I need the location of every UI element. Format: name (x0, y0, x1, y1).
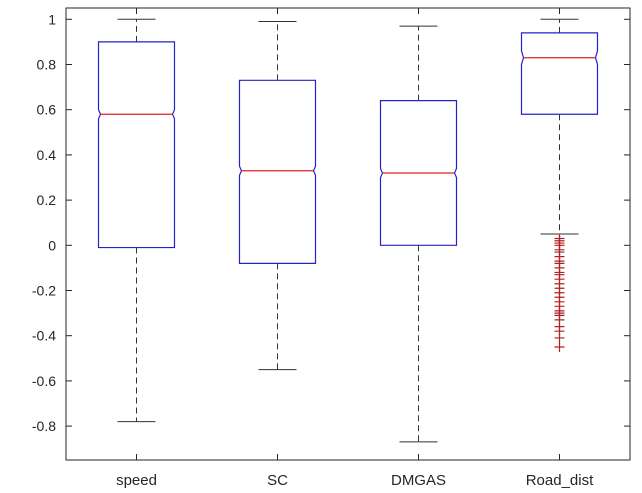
y-tick-label: -0.6 (32, 373, 56, 389)
box-SC (238, 21, 317, 371)
x-category-label: SC (267, 472, 288, 489)
category-labels: speed SC DMGAS Road_dist (116, 472, 594, 489)
plot-frame (65, 7, 631, 461)
y-tick-label: 0.2 (37, 192, 57, 208)
axes (65, 7, 631, 461)
notched-box (520, 32, 599, 115)
x-category-label: Road_dist (526, 472, 594, 489)
x-category-label: DMGAS (391, 472, 446, 489)
notched-box (379, 100, 458, 246)
boxes (97, 18, 599, 443)
y-tick-label: -0.8 (32, 418, 56, 434)
notched-box (97, 41, 176, 249)
y-tick-label: 0.8 (37, 57, 57, 73)
y-tick-label: -0.4 (32, 328, 56, 344)
box-speed (97, 18, 176, 423)
box-Road_dist (520, 18, 599, 352)
outlier-marker (554, 342, 565, 352)
y-tick-label: 0 (48, 237, 56, 253)
x-category-label: speed (116, 472, 157, 489)
notched-box (238, 79, 317, 264)
y-tick-label: 1 (48, 11, 56, 27)
y-tick-label: 0.6 (37, 102, 57, 118)
y-tick-label: 0.4 (37, 147, 57, 163)
box-DMGAS (379, 25, 458, 443)
y-axis-ticks: -0.8 -0.6 -0.4 -0.2 0 0.2 0.4 0.6 0.8 1 (32, 8, 630, 460)
y-tick-label: -0.2 (32, 283, 56, 299)
outlier-marker (554, 332, 565, 343)
